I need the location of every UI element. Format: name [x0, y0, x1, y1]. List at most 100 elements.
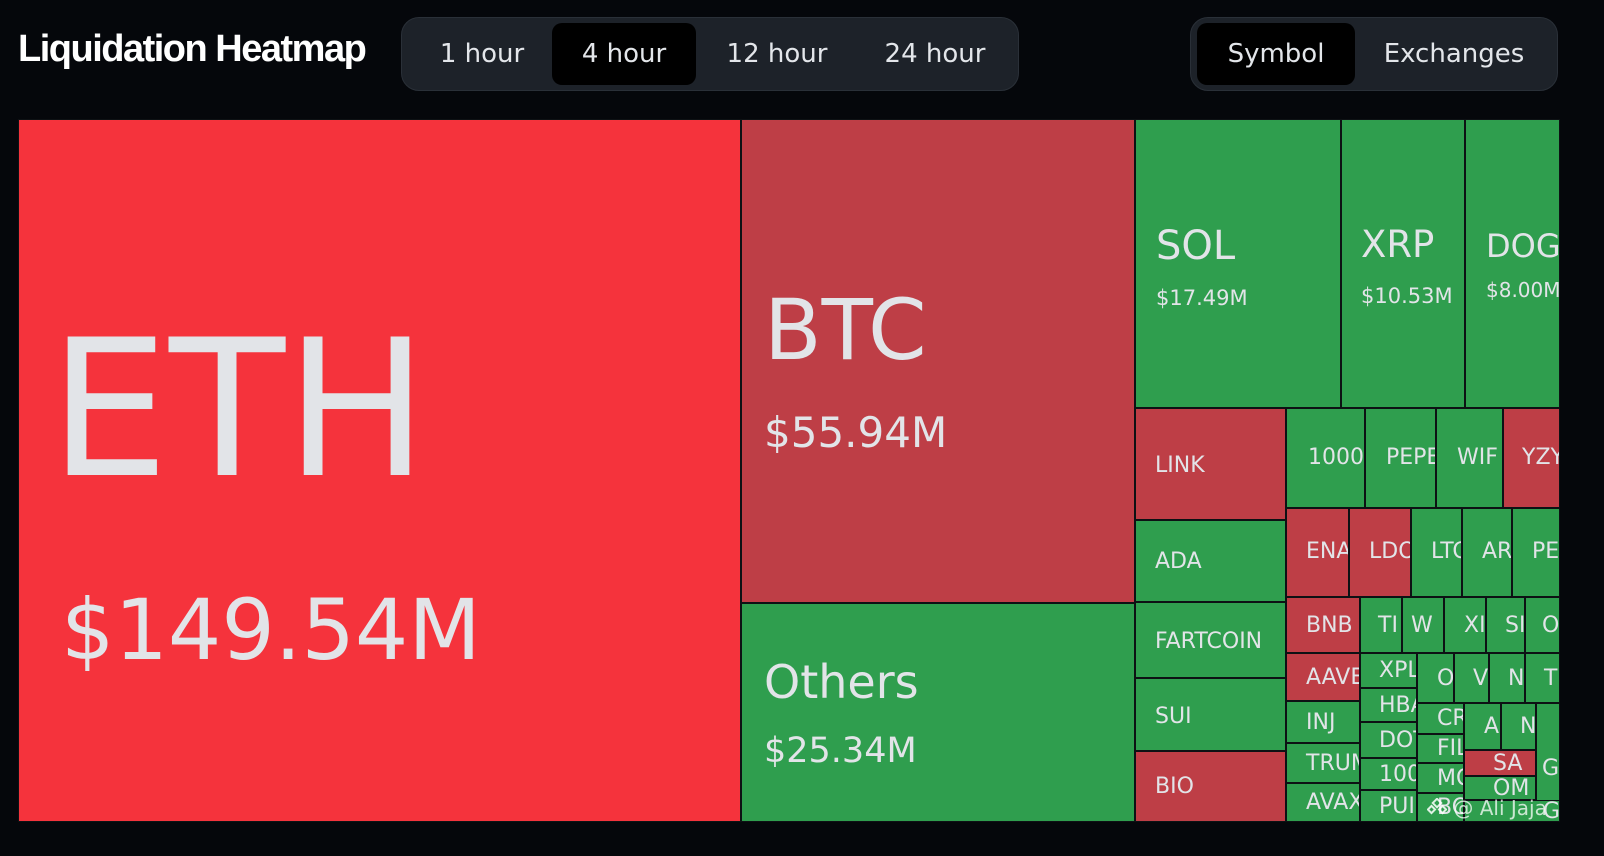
tile-eth-symbol: ETH: [49, 299, 428, 520]
tile-sol-value: $17.49M: [1156, 286, 1248, 310]
tile-a-symbol: A: [1484, 714, 1500, 739]
tile-xrp[interactable]: XRP $10.53M: [1341, 119, 1465, 408]
tile-100-symbol: 100: [1379, 762, 1417, 787]
tile-sui[interactable]: SUI: [1135, 678, 1286, 751]
tile-ltc[interactable]: LTC: [1411, 508, 1462, 597]
tile-crv-symbol: CRV: [1437, 706, 1463, 731]
tab-1-hour[interactable]: 1 hour: [439, 39, 525, 69]
tile-fartcoin[interactable]: FARTCOIN: [1135, 602, 1286, 678]
tile-ada[interactable]: ADA: [1135, 520, 1286, 602]
tile-pe[interactable]: PE: [1512, 508, 1560, 597]
tile-o-mid-symbol: O: [1437, 666, 1454, 691]
tile-others-symbol: Others: [764, 655, 919, 709]
tile-g-bottom[interactable]: G: [1464, 800, 1560, 822]
tile-g-bottom-symbol: G: [1543, 800, 1560, 822]
tile-ar-symbol: AR: [1482, 539, 1512, 564]
tile-v-symbol: V: [1473, 666, 1489, 691]
tile-sol[interactable]: SOL $17.49M: [1135, 119, 1341, 408]
tile-dot[interactable]: DOT: [1360, 722, 1417, 758]
tile-w[interactable]: W: [1402, 597, 1444, 653]
tile-sa[interactable]: SA: [1464, 750, 1536, 776]
tile-inj[interactable]: INJ: [1286, 701, 1360, 743]
tile-bio-symbol: BIO: [1155, 774, 1194, 799]
tile-mo[interactable]: MO: [1417, 763, 1464, 793]
tile-xi[interactable]: XI: [1444, 597, 1486, 653]
tile-others[interactable]: Others $25.34M: [741, 603, 1135, 822]
tile-others-value: $25.34M: [764, 731, 917, 771]
tile-o-top-symbol: O: [1542, 613, 1560, 638]
tile-ena-symbol: ENA: [1306, 539, 1349, 564]
view-mode-tabs: Symbol Exchanges: [1190, 17, 1558, 91]
tile-doge[interactable]: DOGE $8.00M: [1465, 119, 1560, 408]
tile-pepe[interactable]: PEPE: [1365, 408, 1436, 508]
tile-g-top[interactable]: G: [1536, 703, 1560, 801]
tile-si-symbol: SI: [1505, 613, 1525, 638]
tile-ldo-symbol: LDO: [1369, 539, 1411, 564]
tile-fartcoin-symbol: FARTCOIN: [1155, 629, 1263, 654]
tile-xpl[interactable]: XPL: [1360, 653, 1417, 688]
tile-o-top[interactable]: O: [1525, 597, 1560, 653]
tile-v[interactable]: V: [1454, 653, 1489, 703]
tile-wif-symbol: WIF: [1457, 445, 1498, 470]
tile-eth-value: $149.54M: [61, 581, 481, 679]
tile-dot-symbol: DOT: [1379, 728, 1416, 753]
tile-eth[interactable]: ETH $149.54M: [18, 119, 741, 822]
tile-o-mid[interactable]: O: [1417, 653, 1454, 703]
tile-aave-symbol: AAVE: [1306, 665, 1360, 690]
tile-bnb[interactable]: BNB: [1286, 597, 1360, 653]
time-range-tabs: 1 hour 4 hour 12 hour 24 hour: [401, 17, 1019, 91]
tile-btc-value: $55.94M: [764, 408, 948, 457]
tile-mo-symbol: MO: [1437, 766, 1463, 791]
tab-12-hour[interactable]: 12 hour: [726, 39, 828, 69]
tile-aave[interactable]: AAVE: [1286, 653, 1360, 701]
tile-t[interactable]: T: [1525, 653, 1560, 703]
tab-symbol[interactable]: Symbol: [1197, 23, 1355, 85]
page-title: Liquidation Heatmap: [18, 28, 367, 70]
tile-g-top-symbol: G: [1542, 756, 1560, 781]
tab-exchanges[interactable]: Exchanges: [1383, 39, 1525, 69]
tile-yzy-symbol: YZY: [1522, 445, 1560, 470]
tile-n-low-symbol: N: [1520, 714, 1536, 739]
tile-wif[interactable]: WIF: [1436, 408, 1503, 508]
tile-xpl-symbol: XPL: [1379, 658, 1417, 683]
liquidation-treemap: ETH $149.54M BTC $55.94M Others $25.34M …: [18, 119, 1560, 822]
tile-link-symbol: LINK: [1155, 453, 1205, 478]
tile-ti-symbol: TI: [1378, 613, 1398, 638]
tile-ti[interactable]: TI: [1360, 597, 1402, 653]
tile-link[interactable]: LINK: [1135, 408, 1286, 520]
tile-si[interactable]: SI: [1486, 597, 1525, 653]
tab-24-hour[interactable]: 24 hour: [884, 39, 986, 69]
tile-pui[interactable]: PUI: [1360, 790, 1417, 822]
tile-pe-symbol: PE: [1532, 539, 1560, 564]
tile-n-mid[interactable]: N: [1489, 653, 1525, 703]
tile-xrp-symbol: XRP: [1361, 223, 1435, 266]
tile-ada-symbol: ADA: [1155, 549, 1202, 574]
tile-a[interactable]: A: [1464, 703, 1501, 750]
tile-yzy[interactable]: YZY: [1503, 408, 1560, 508]
tile-hbar-symbol: HBAR: [1379, 693, 1416, 718]
binance-logo-icon: [1426, 796, 1453, 820]
tile-avax[interactable]: AVAX: [1286, 783, 1360, 822]
tile-trump[interactable]: TRUMP: [1286, 743, 1360, 783]
tile-ena[interactable]: ENA: [1286, 508, 1349, 597]
tab-4-hour[interactable]: 4 hour: [552, 23, 696, 85]
tile-bio[interactable]: BIO: [1135, 751, 1286, 822]
tile-w-symbol: W: [1411, 613, 1433, 638]
tile-btc[interactable]: BTC $55.94M: [741, 119, 1135, 603]
tile-hbar[interactable]: HBAR: [1360, 688, 1417, 722]
tile-pepe-symbol: PEPE: [1386, 445, 1436, 470]
tile-om[interactable]: OM: [1464, 776, 1536, 800]
tile-n-low[interactable]: N: [1501, 703, 1536, 750]
tile-xi-symbol: XI: [1464, 613, 1486, 638]
tile-fil[interactable]: FIL: [1417, 734, 1464, 763]
tile-crv[interactable]: CRV: [1417, 703, 1464, 734]
tile-ar[interactable]: AR: [1462, 508, 1512, 597]
watermark: @ Ali Jaja: [1426, 796, 1547, 820]
tile-ldo[interactable]: LDO: [1349, 508, 1411, 597]
tile-xrp-value: $10.53M: [1361, 284, 1453, 308]
tile-sol-symbol: SOL: [1156, 223, 1236, 269]
tile-100[interactable]: 100: [1360, 758, 1417, 790]
